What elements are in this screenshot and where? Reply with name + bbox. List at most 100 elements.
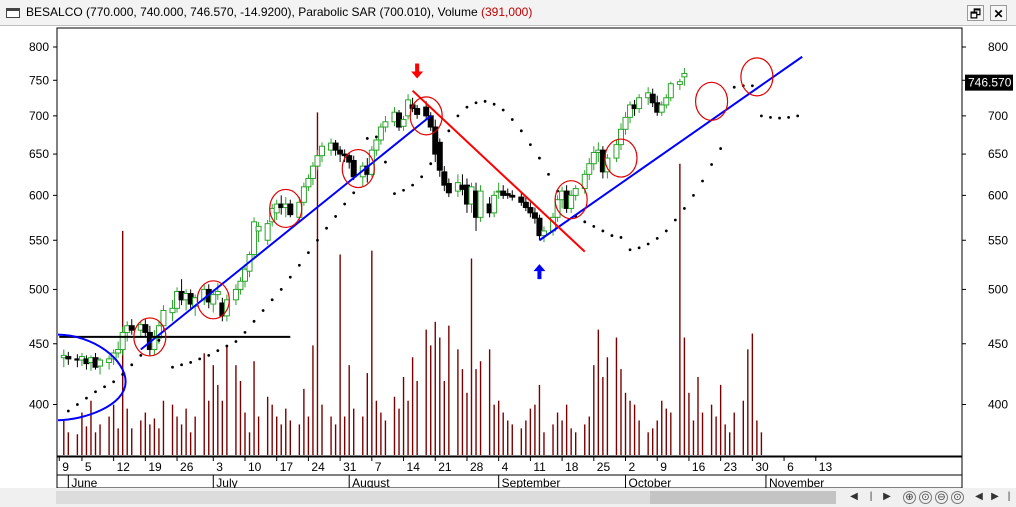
sar-dot [787,115,790,119]
candle-body [241,268,248,282]
zoom-reset-icon[interactable]: ⊙ [919,491,932,504]
sar-dot [216,349,220,353]
sar-dot [492,102,496,106]
month-label: September [502,476,561,488]
sar-dot [673,218,677,222]
title-prefix: BESALCO (770.000, 740.000, 746.570, -14.… [26,5,481,19]
candle-body [441,171,448,186]
highlight-circle [409,96,443,136]
sar-dot [261,309,265,312]
x-tick-label: 4 [502,460,509,474]
candle-body [531,212,538,219]
highlight-circle [133,317,167,357]
sar-dot [583,220,587,224]
sar-dot [769,115,772,119]
x-tick-label: 31 [343,460,357,474]
highlight-circle [604,138,638,178]
candle-body [572,188,579,196]
sar-dot [139,353,143,357]
zoom-in-icon[interactable]: ⊕ [903,491,916,504]
sar-dot [719,147,723,150]
sar-dot [180,363,183,367]
candle-body [663,97,670,106]
scroll-left-arrow-icon[interactable]: ◀ [850,491,858,502]
candle-body [477,190,484,218]
sar-dot [601,229,605,233]
candle-body [400,119,407,127]
page-end-icon[interactable]: | [1007,491,1011,502]
candle-body [414,108,421,115]
x-tick-label: 16 [692,460,706,474]
sar-dot [234,340,238,343]
restore-button[interactable]: 🗗 [967,5,984,21]
candle-body [97,359,104,367]
candle-body [436,141,443,171]
candle-body [106,358,113,363]
candle-body [300,186,307,203]
sar-dot [288,275,292,279]
sar-dot [664,229,668,233]
page-right-icon[interactable]: ▶ [991,491,999,502]
y-tick-label-right: 400 [988,398,1008,412]
candle-body [604,157,611,173]
sar-dot [402,188,405,192]
sar-dot [732,85,736,89]
last-price-box [965,74,1013,91]
sar-dot [796,114,800,118]
candle-body [622,116,629,130]
candle-body [432,126,439,155]
scroll-end-icon[interactable]: | [869,491,873,502]
candle-body [527,207,534,214]
trendline [411,89,586,253]
close-button[interactable]: ✕ [990,5,1007,21]
candle-body [273,203,280,214]
sar-dot [352,191,356,195]
candle-body [658,104,665,113]
sar-dot [528,143,532,147]
trendline [140,115,432,351]
sar-dot [279,288,283,291]
x-tick-label: 11 [533,460,546,474]
sar-dot [130,363,134,367]
sar-dot [243,331,247,334]
sar-dot [316,238,319,242]
window-icon [6,8,20,18]
sar-dot [750,84,754,88]
y-tick-label-right: 550 [988,233,1008,247]
sar-dot [510,118,514,121]
sar-dot [384,160,387,164]
sar-dot [66,409,70,413]
x-tick-label: 9 [62,460,69,474]
x-tick-label: 13 [819,460,833,474]
candle-body [319,145,326,157]
sar-dot [325,226,328,230]
window-titlebar: BESALCO (770.000, 740.000, 746.570, -14.… [0,0,1016,26]
zoom-fit-icon[interactable]: ⊙ [951,491,964,504]
candle-body [518,196,525,203]
sar-dot [778,116,781,120]
candle-body [78,356,85,361]
sar-dot [683,207,686,210]
page-left-icon[interactable]: ◀ [975,491,983,502]
x-tick-label: 3 [216,460,223,474]
price-chart[interactable]: 8008007507507007006506506006005505505005… [0,26,1016,488]
x-tick-label: 23 [724,460,738,474]
x-tick-label: 24 [311,460,325,474]
x-tick-label: 28 [470,460,484,474]
x-axis-strip [56,456,963,488]
scroll-right-arrow-icon[interactable]: ▶ [883,491,891,502]
candle-body [617,128,624,146]
zoom-out-icon[interactable]: ⊖ [935,491,948,504]
sar-dot [465,105,469,109]
sar-dot [225,344,229,348]
horizontal-scrollbar[interactable] [56,491,836,504]
scrollbar-thumb[interactable] [650,491,836,504]
sar-dot [85,396,88,400]
candle-body [649,93,656,104]
candle-body [269,207,276,223]
sar-dot [438,146,442,150]
candle-body [251,221,258,256]
candle-body [169,307,176,314]
candle-body [377,126,384,141]
candle-body [350,159,357,178]
